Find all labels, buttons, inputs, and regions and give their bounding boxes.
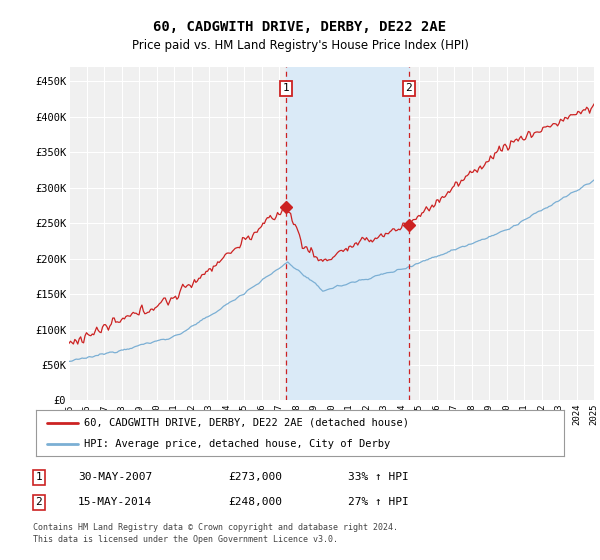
Text: 1: 1 xyxy=(283,83,290,94)
Text: Price paid vs. HM Land Registry's House Price Index (HPI): Price paid vs. HM Land Registry's House … xyxy=(131,39,469,52)
Text: 60, CADGWITH DRIVE, DERBY, DE22 2AE: 60, CADGWITH DRIVE, DERBY, DE22 2AE xyxy=(154,20,446,34)
Text: 1: 1 xyxy=(35,472,43,482)
Text: HPI: Average price, detached house, City of Derby: HPI: Average price, detached house, City… xyxy=(83,439,390,449)
Text: 30-MAY-2007: 30-MAY-2007 xyxy=(78,472,152,482)
Text: £273,000: £273,000 xyxy=(228,472,282,482)
Bar xyxy=(286,67,409,400)
Text: 60, CADGWITH DRIVE, DERBY, DE22 2AE (detached house): 60, CADGWITH DRIVE, DERBY, DE22 2AE (det… xyxy=(83,418,409,428)
Text: 2: 2 xyxy=(35,497,43,507)
Text: 15-MAY-2014: 15-MAY-2014 xyxy=(78,497,152,507)
Text: 27% ↑ HPI: 27% ↑ HPI xyxy=(348,497,409,507)
Text: Contains HM Land Registry data © Crown copyright and database right 2024.
This d: Contains HM Land Registry data © Crown c… xyxy=(33,523,398,544)
Text: 33% ↑ HPI: 33% ↑ HPI xyxy=(348,472,409,482)
Text: £248,000: £248,000 xyxy=(228,497,282,507)
Text: 2: 2 xyxy=(406,83,412,94)
